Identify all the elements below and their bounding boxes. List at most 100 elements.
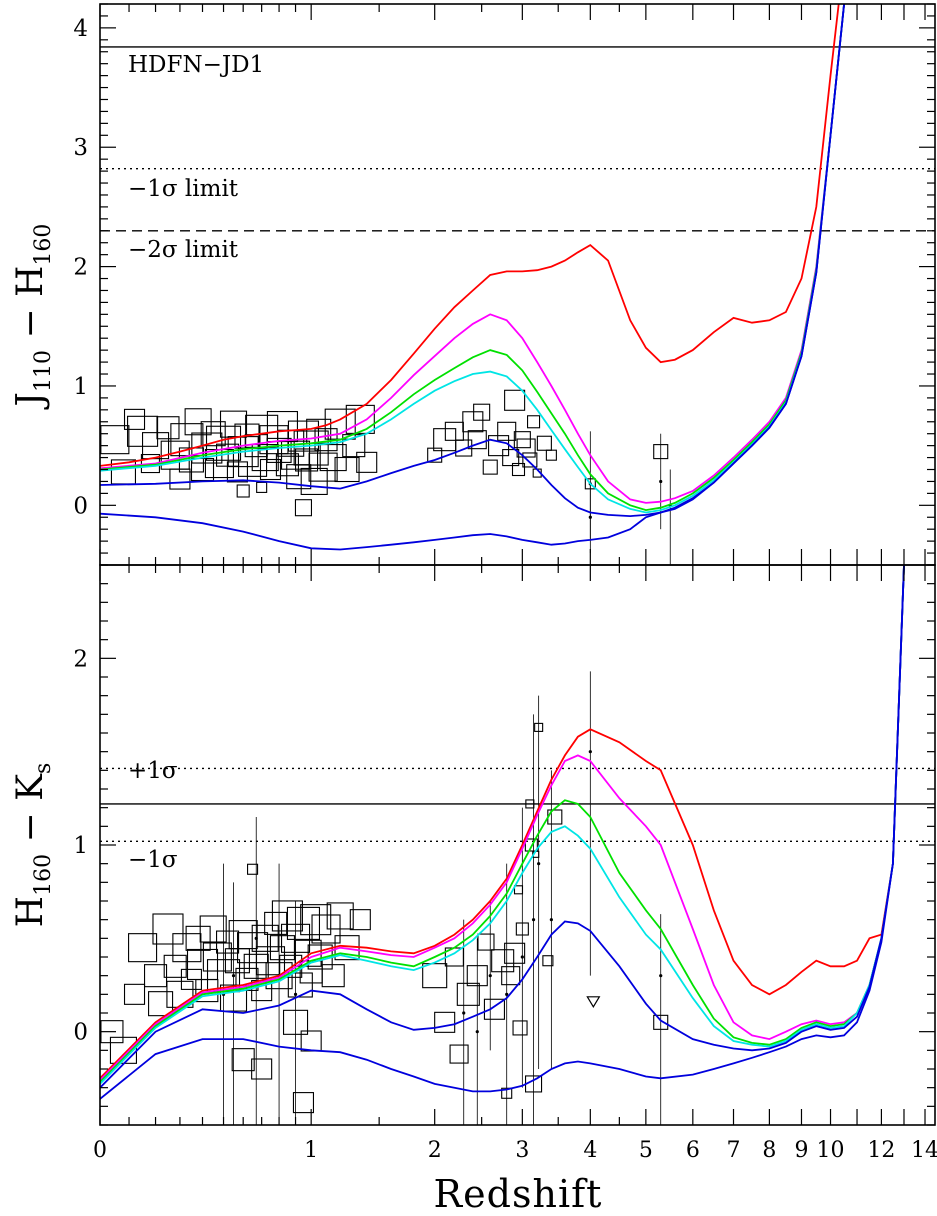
galaxy-point	[199, 915, 227, 943]
galaxy-point	[292, 1092, 315, 1114]
galaxy-point	[156, 416, 180, 440]
galaxy-point	[513, 885, 524, 895]
error-point	[659, 974, 663, 978]
galaxy-point	[219, 984, 248, 1012]
x-tick-label: 7	[727, 1138, 741, 1163]
galaxy-point	[334, 456, 360, 483]
galaxy-point	[200, 421, 226, 447]
x-tick-label: 14	[911, 1138, 937, 1163]
galaxy-point	[251, 444, 279, 472]
galaxy-point	[282, 1009, 309, 1035]
galaxy-point	[308, 452, 338, 482]
error-point	[505, 992, 509, 996]
plot-frame	[99, 564, 936, 1126]
y-ticks	[100, 564, 935, 1126]
galaxy-point	[259, 458, 282, 481]
galaxy-point	[326, 902, 354, 930]
model-track-6	[100, 4, 845, 551]
galaxy-point	[449, 1044, 469, 1064]
galaxy-point	[525, 799, 535, 809]
error-point	[549, 918, 553, 922]
jh-color-panel: 0 1 2 3 4 HDFN−JD1 −1σ limit −2σ limit J110 − H1…	[10, 3, 936, 566]
y-tick-label: 0	[73, 1020, 88, 1046]
galaxy-point	[434, 1011, 456, 1033]
galaxy-point	[482, 459, 498, 475]
galaxy-point	[501, 1087, 513, 1099]
plot-area	[100, 4, 935, 565]
x-tick-label: 6	[686, 1138, 700, 1163]
galaxy-point	[265, 962, 293, 990]
x-tick-label: 10	[817, 1138, 845, 1163]
x-ticks	[99, 565, 926, 1125]
galaxy-point	[504, 389, 526, 411]
galaxy-point	[467, 430, 487, 450]
model-track-3	[100, 565, 905, 1083]
galaxy-point	[545, 449, 557, 461]
x-tick-label: 3	[515, 1138, 529, 1163]
galaxy-point	[123, 408, 146, 430]
galaxy-point	[356, 451, 378, 473]
galaxy-point	[216, 930, 240, 954]
galaxy-point	[269, 935, 295, 961]
model-track-6	[100, 565, 905, 1100]
reference-line-label: HDFN−JD1	[128, 52, 264, 78]
galaxy-point	[456, 982, 480, 1006]
model-track-1	[100, 565, 905, 1079]
galaxy-point	[504, 942, 526, 964]
y-tick-label: 4	[73, 16, 88, 42]
galaxy-point	[266, 410, 298, 443]
galaxy-point	[143, 964, 168, 988]
galaxy-point	[251, 924, 279, 952]
plot-area	[100, 565, 935, 1125]
y-tick-label: 0	[73, 493, 88, 519]
galaxy-point	[473, 403, 491, 421]
galaxy-point	[349, 909, 371, 931]
galaxy-point	[300, 904, 332, 936]
galaxy-point	[547, 809, 563, 825]
x-axis-label: Redshift	[434, 1172, 603, 1216]
galaxy-point	[152, 913, 184, 945]
galaxy-point	[264, 911, 288, 935]
model-track-1	[100, 4, 840, 467]
galaxy-point	[123, 983, 146, 1005]
reference-line-label: −1σ limit	[128, 176, 239, 202]
error-point	[588, 750, 592, 754]
reference-line-label: −1σ	[128, 847, 178, 873]
x-ticks	[99, 4, 926, 565]
galaxy-point	[536, 435, 552, 451]
galaxy-point	[512, 1020, 528, 1036]
y-tick-label: 2	[73, 646, 88, 672]
error-point	[231, 974, 236, 978]
y-axis-label: J110 − H160	[10, 224, 56, 411]
galaxy-point	[491, 949, 515, 973]
galaxy-point	[462, 411, 484, 433]
galaxy-point	[100, 425, 130, 455]
galaxy-point	[228, 920, 258, 950]
galaxy-point	[488, 435, 510, 457]
error-point	[531, 918, 536, 922]
galaxy-point	[293, 430, 329, 466]
galaxy-point	[306, 418, 332, 444]
model-track-3	[100, 4, 845, 512]
galaxy-point	[205, 425, 242, 461]
galaxy-point	[141, 432, 170, 460]
galaxy-point	[128, 933, 158, 963]
y-ticks	[100, 3, 935, 566]
x-tick-label: 12	[867, 1138, 895, 1163]
galaxy-point	[247, 863, 259, 875]
model-track-2	[100, 565, 905, 1081]
error-point	[520, 955, 524, 959]
galaxy-point	[422, 963, 448, 989]
galaxy-point	[345, 404, 375, 434]
x-tick-label: 8	[762, 1138, 776, 1163]
model-track-2	[100, 4, 845, 504]
galaxy-point	[511, 462, 526, 477]
galaxy-point	[515, 922, 529, 936]
error-point	[293, 992, 298, 996]
galaxy-point	[427, 447, 443, 463]
galaxy-point	[455, 439, 473, 457]
galaxy-point	[501, 966, 521, 986]
reference-line-label: −2σ limit	[128, 237, 239, 263]
